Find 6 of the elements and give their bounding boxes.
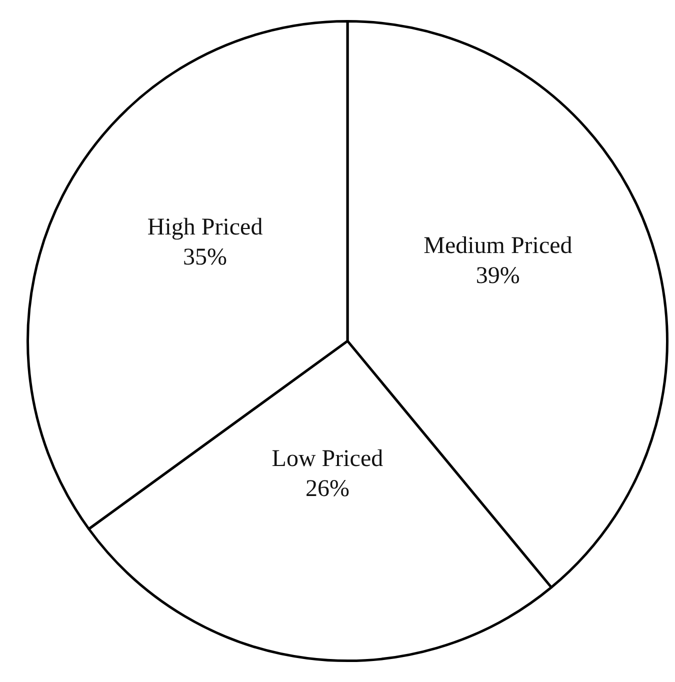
slice-label: High Priced xyxy=(147,214,263,241)
data-label: 26% xyxy=(305,476,350,502)
data-label: 35% xyxy=(183,244,228,271)
slice-label: Low Priced xyxy=(272,446,384,472)
data-label: 39% xyxy=(476,263,520,290)
slice-label: Medium Priced xyxy=(424,233,572,260)
